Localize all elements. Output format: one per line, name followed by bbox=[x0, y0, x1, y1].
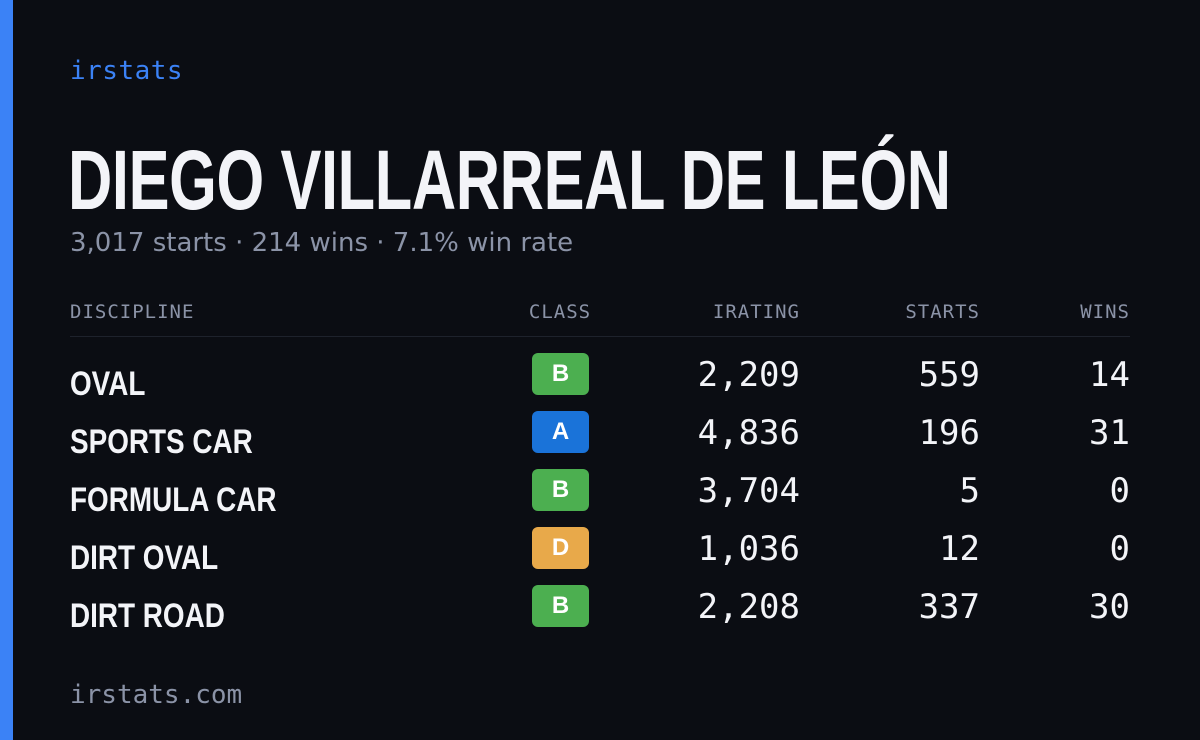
discipline-name: SPORTS CAR bbox=[70, 423, 253, 461]
table-row: DIRT ROAD B 2,208 337 30 bbox=[70, 585, 1130, 643]
class-badge: B bbox=[532, 353, 589, 395]
wins-value: 0 bbox=[1109, 529, 1130, 569]
footer-url: irstats.com bbox=[70, 680, 243, 710]
starts-value: 196 bbox=[918, 413, 980, 453]
wins-value: 0 bbox=[1109, 471, 1130, 511]
irating-value: 2,208 bbox=[697, 587, 800, 627]
discipline-name: FORMULA CAR bbox=[70, 481, 277, 519]
irating-value: 4,836 bbox=[697, 413, 800, 453]
starts-value: 12 bbox=[939, 529, 980, 569]
class-badge: D bbox=[532, 527, 589, 569]
wins-value: 31 bbox=[1089, 413, 1130, 453]
discipline-table: DISCIPLINE CLASS IRATING STARTS WINS OVA… bbox=[70, 298, 1130, 643]
accent-bar bbox=[0, 0, 13, 740]
wins-value: 14 bbox=[1089, 355, 1130, 395]
class-badge: B bbox=[532, 585, 589, 627]
discipline-name: DIRT ROAD bbox=[70, 597, 225, 635]
header-wins: WINS bbox=[1080, 301, 1130, 323]
starts-value: 559 bbox=[918, 355, 980, 395]
discipline-name: DIRT OVAL bbox=[70, 539, 219, 577]
irating-value: 1,036 bbox=[697, 529, 800, 569]
table-header: DISCIPLINE CLASS IRATING STARTS WINS bbox=[70, 298, 1130, 337]
header-irating: IRATING bbox=[712, 301, 800, 323]
header-starts: STARTS bbox=[905, 301, 980, 323]
discipline-name: OVAL bbox=[70, 365, 146, 403]
wins-value: 30 bbox=[1089, 587, 1130, 627]
irating-value: 3,704 bbox=[697, 471, 800, 511]
table-body: OVAL B 2,209 559 14 SPORTS CAR A 4,836 1… bbox=[70, 353, 1130, 643]
driver-summary: 3,017 starts · 214 wins · 7.1% win rate bbox=[70, 228, 574, 258]
table-row: SPORTS CAR A 4,836 196 31 bbox=[70, 411, 1130, 469]
table-row: FORMULA CAR B 3,704 5 0 bbox=[70, 469, 1130, 527]
class-badge: A bbox=[532, 411, 589, 453]
class-badge: B bbox=[532, 469, 589, 511]
table-row: DIRT OVAL D 1,036 12 0 bbox=[70, 527, 1130, 585]
irating-value: 2,209 bbox=[697, 355, 800, 395]
header-discipline: DISCIPLINE bbox=[70, 301, 195, 323]
table-row: OVAL B 2,209 559 14 bbox=[70, 353, 1130, 411]
starts-value: 337 bbox=[918, 587, 980, 627]
header-class: CLASS bbox=[528, 301, 592, 323]
brand-logo-text: irstats bbox=[70, 56, 184, 86]
starts-value: 5 bbox=[959, 471, 980, 511]
driver-name: DIEGO VILLARREAL DE LEÓN bbox=[68, 133, 951, 227]
